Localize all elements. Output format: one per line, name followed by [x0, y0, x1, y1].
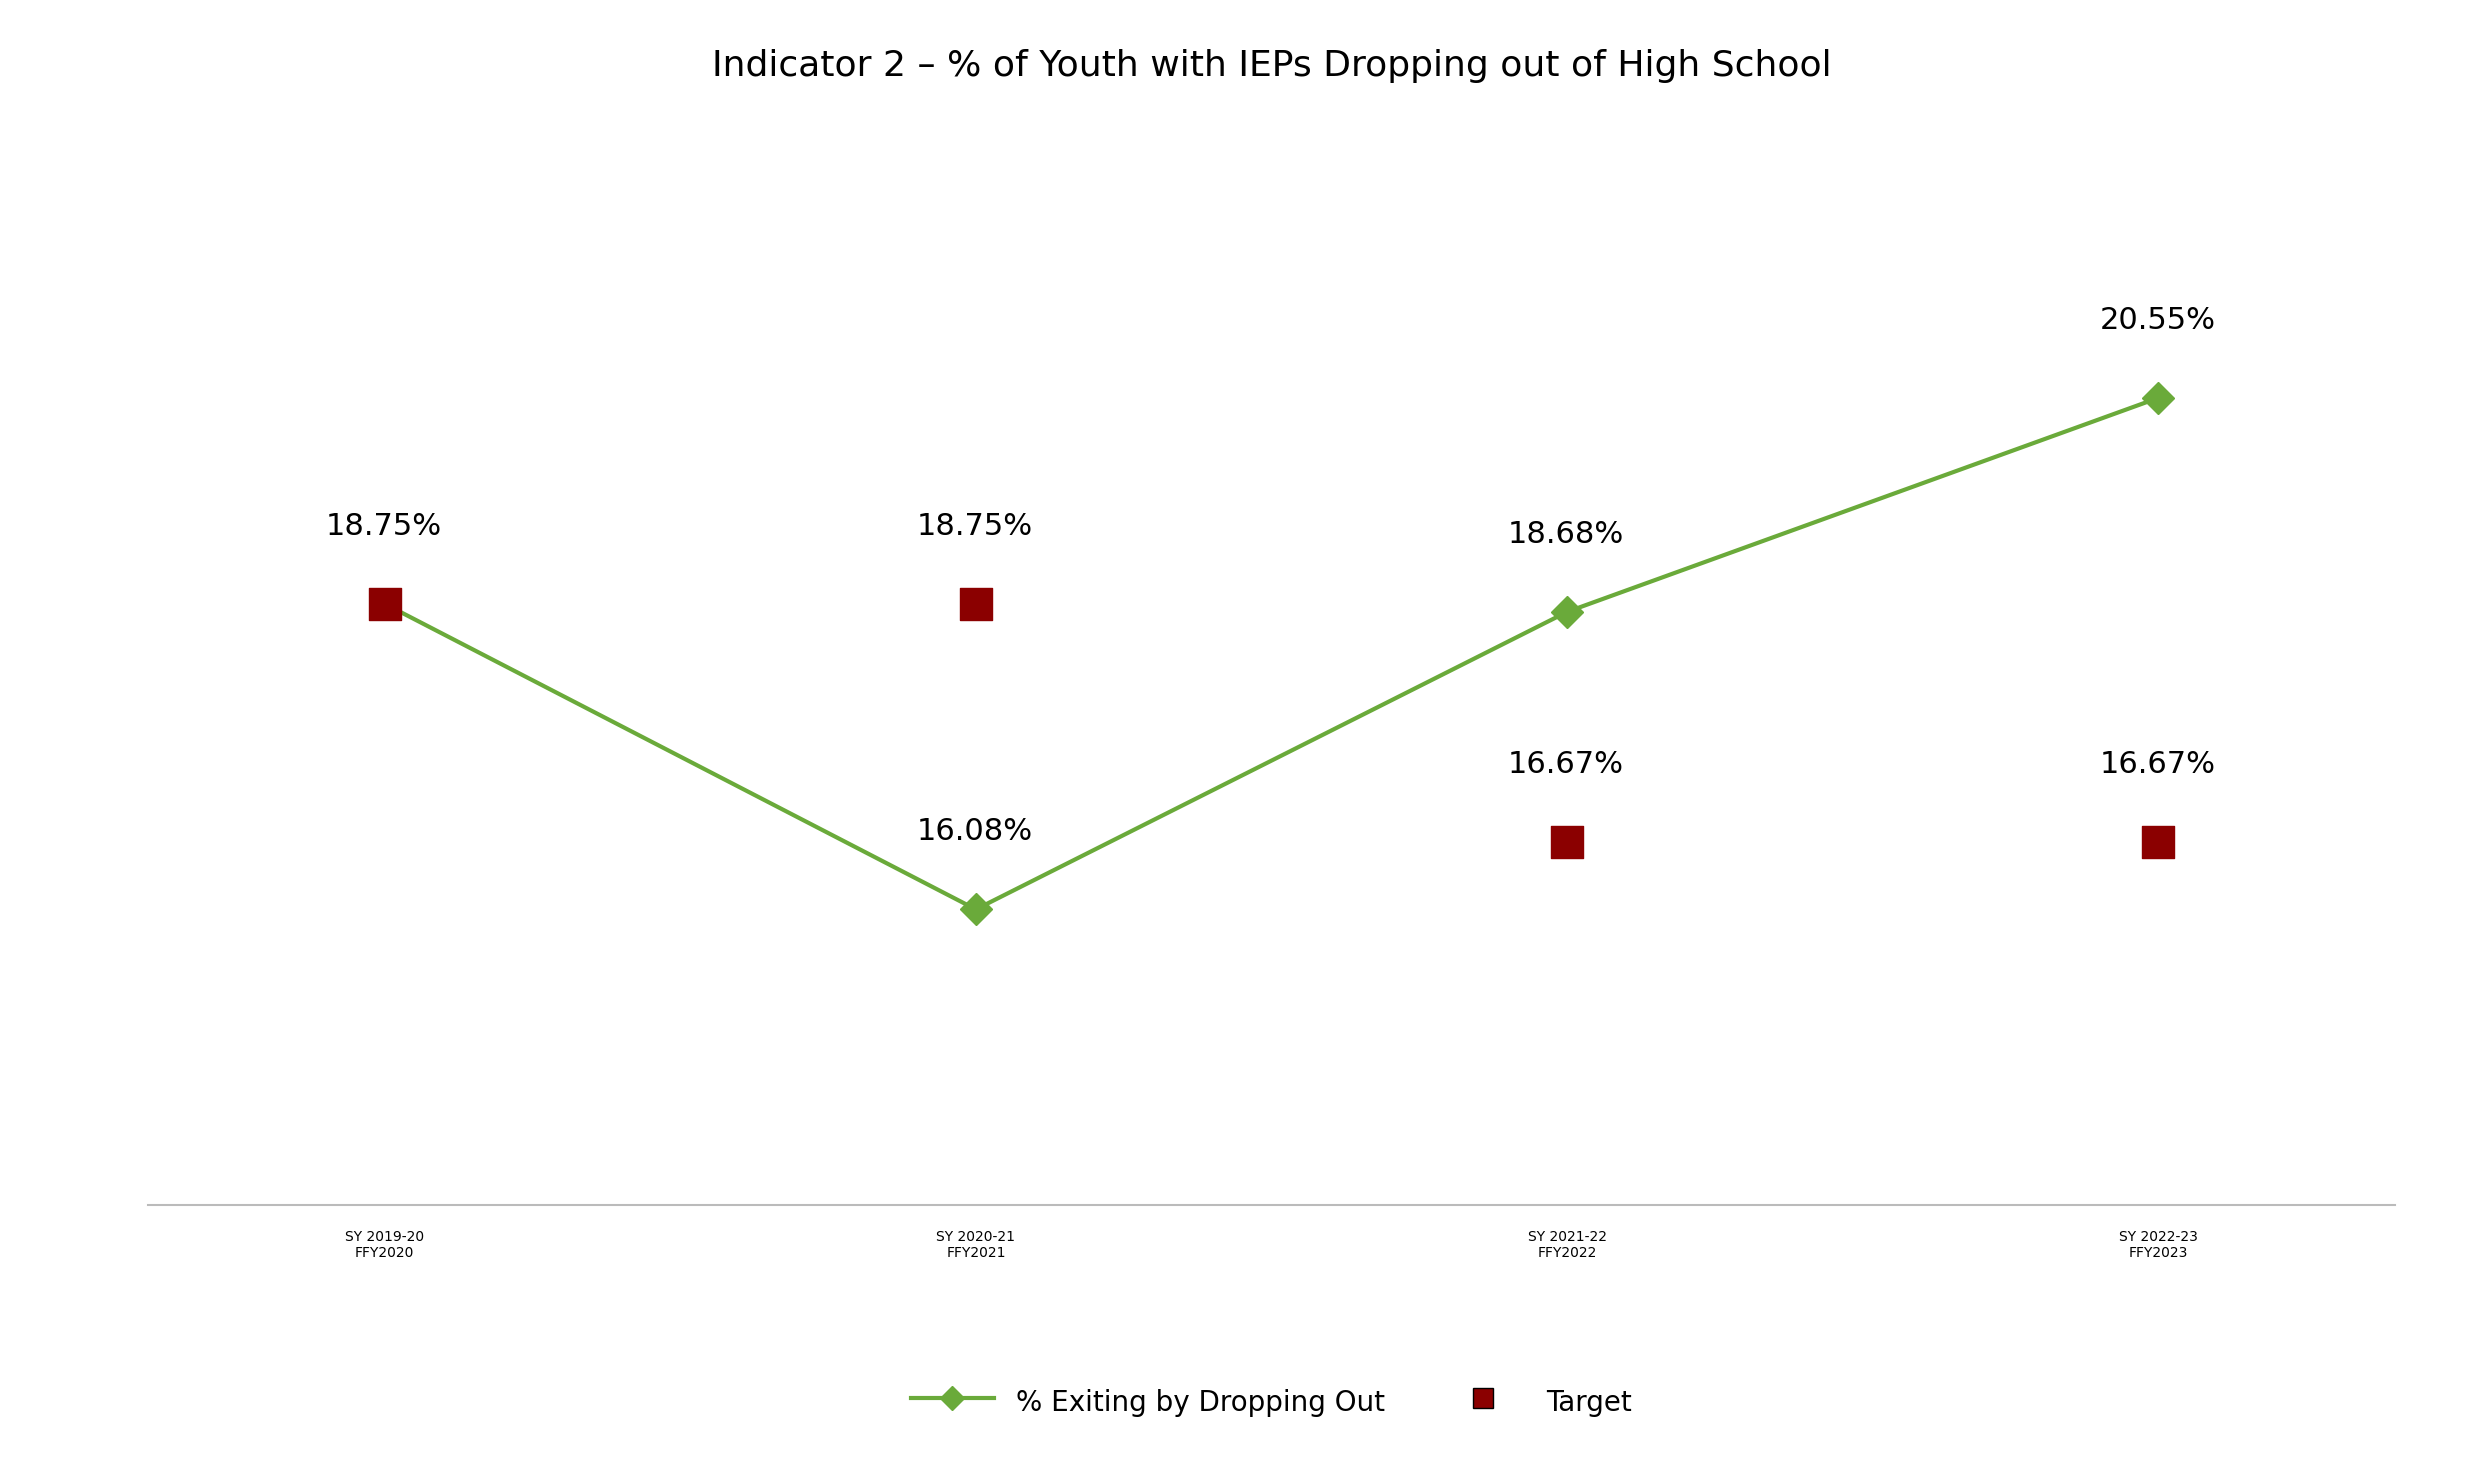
% Exiting by Dropping Out	[960, 900, 990, 918]
% Exiting by Dropping Out	[2143, 389, 2173, 407]
Text: 18.68%: 18.68%	[1509, 520, 1625, 549]
Text: 16.08%: 16.08%	[916, 817, 1032, 846]
% Exiting by Dropping Out	[370, 595, 400, 613]
Title: Indicator 2 – % of Youth with IEPs Dropping out of High School: Indicator 2 – % of Youth with IEPs Dropp…	[711, 48, 1832, 82]
Target	[365, 592, 405, 616]
Target	[956, 592, 995, 616]
Target	[1548, 830, 1588, 853]
Text: 16.67%: 16.67%	[2099, 749, 2215, 779]
Legend: % Exiting by Dropping Out, Target: % Exiting by Dropping Out, Target	[899, 1374, 1644, 1429]
Text: 18.75%: 18.75%	[326, 511, 442, 541]
Text: 20.55%: 20.55%	[2099, 306, 2215, 335]
% Exiting by Dropping Out	[1553, 604, 1583, 621]
Line: % Exiting by Dropping Out: % Exiting by Dropping Out	[373, 386, 2170, 921]
Target	[2138, 830, 2178, 853]
Text: 16.67%: 16.67%	[1509, 749, 1625, 779]
Text: 18.75%: 18.75%	[916, 511, 1032, 541]
